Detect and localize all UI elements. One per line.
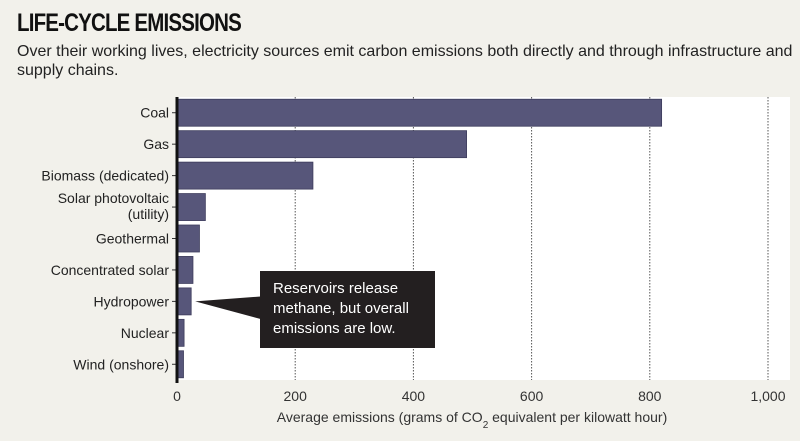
x-tick-label: 1,000 [750,388,785,404]
x-axis-title-part: Average emissions (grams of CO [277,409,483,425]
category-label-line: Concentrated solar [51,262,170,278]
category-label-line: (utility) [128,206,169,222]
chart-subtitle: Over their working lives, electricity so… [17,43,793,79]
chart-title: LIFE-CYCLE EMISSIONS [17,9,242,37]
bar-solar-photovoltaic-utility- [176,193,206,221]
x-tick-label: 200 [284,388,308,404]
category-label-line: Coal [140,105,169,121]
category-label-line: Gas [143,136,169,152]
category-label-line: Hydropower [94,293,170,309]
category-label: Solar photovoltaic (utility) [58,190,169,222]
bar-biomass-dedicated- [176,161,314,190]
category-label: Wind (onshore) [73,356,169,372]
x-tick-label: 800 [638,388,662,404]
category-label: Nuclear [121,325,170,341]
bar-coal [176,98,663,127]
category-label-line: Biomass (dedicated) [41,168,169,184]
bar-hydropower [176,287,192,316]
category-label: Concentrated solar [51,262,170,278]
annotation-text: methane, but overall [273,300,409,317]
annotation-text: Reservoirs release [273,280,398,297]
category-label: Hydropower [94,293,170,309]
category-label: Coal [140,105,169,121]
bar-gas [176,130,467,159]
x-axis-title-part: equivalent per kilowatt hour) [488,409,667,425]
category-label: Biomass (dedicated) [41,168,169,184]
x-axis-title-part: 2 [483,420,489,431]
x-tick-label: 600 [520,388,544,404]
bar-concentrated-solar [176,256,194,284]
category-label: Geothermal [96,231,169,247]
annotation-pointer [195,296,262,320]
x-axis-title: Average emissions (grams of CO2 equivale… [277,409,668,431]
category-label-line: Geothermal [96,231,169,247]
annotation-box [260,271,435,348]
x-tick-label: 0 [173,388,181,404]
annotation-text: emissions are low. [273,320,396,337]
category-label-line: Solar photovoltaic [58,190,169,206]
category-label-line: Wind (onshore) [73,356,169,372]
category-label-line: Nuclear [121,325,170,341]
bar-geothermal [176,224,200,253]
category-label: Gas [143,136,169,152]
x-tick-label: 400 [402,388,426,404]
